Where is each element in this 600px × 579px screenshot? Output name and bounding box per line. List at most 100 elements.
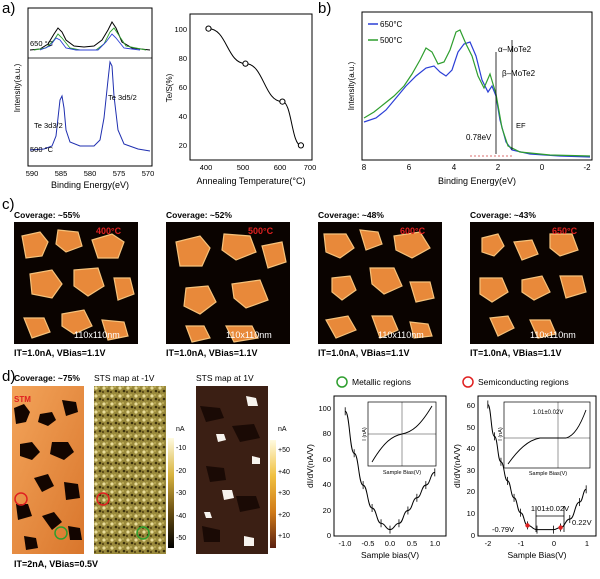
semi-chart: Semiconducting regions 1.01±0.02V -0.79V… bbox=[452, 376, 597, 560]
semi-xtick-m1: -1 bbox=[518, 539, 525, 548]
d-sts-minus-image bbox=[94, 386, 166, 554]
c-scale-3: 110x110nm bbox=[530, 330, 576, 340]
ups-xtick-0: 0 bbox=[540, 163, 545, 172]
ratio-ylabel: Te/S(%) bbox=[165, 73, 174, 102]
metal-xtick-4: 1.0 bbox=[430, 539, 440, 548]
d-cbar-plus bbox=[270, 440, 276, 548]
semi-inset-ylabel: I (nA) bbox=[498, 427, 504, 441]
d-cbar-minus-ticks: -10 -20 -30 -40 -50 bbox=[176, 438, 186, 551]
metal-legend: Metallic regions bbox=[352, 377, 411, 387]
d-cbar-minus-3: -40 bbox=[176, 512, 187, 520]
ratio-ytick-20: 20 bbox=[179, 141, 187, 150]
ups-xlabel: Binding Energy(eV) bbox=[438, 176, 516, 186]
d-stm-holes bbox=[14, 400, 82, 550]
semi-ytick-60: 60 bbox=[467, 401, 475, 410]
ups-chart: 8 6 4 2 0 -2 Binding Energy(eV) Intensit… bbox=[347, 11, 593, 186]
xps-temp-650: 650 °C bbox=[30, 39, 54, 48]
semi-xlabel: Sample Bias(V) bbox=[507, 550, 566, 560]
c-coverage-2: Coverage: ~48% bbox=[318, 210, 384, 220]
xps-tick-0: 590 bbox=[26, 169, 39, 178]
c-caption-0: IT=1.0nA, VBias=1.1V bbox=[14, 348, 106, 358]
d-cbar-plus-3: +20 bbox=[278, 511, 290, 519]
d-cbar-minus-unit: nA bbox=[176, 426, 185, 433]
c-stm-image-0 bbox=[14, 222, 138, 344]
c-stm-svg-0 bbox=[21, 229, 135, 341]
c-temp-3: 650°C bbox=[552, 226, 578, 236]
semi-xtick-1: 1 bbox=[585, 539, 589, 548]
metal-xtick-0: -1.0 bbox=[339, 539, 352, 548]
c-coverage-0: Coverage: ~55% bbox=[14, 210, 80, 220]
metal-xtick-3: 0.5 bbox=[407, 539, 417, 548]
semi-ylabel: dI/dV(nA/V) bbox=[452, 444, 462, 488]
c-temp-1: 500°C bbox=[248, 226, 274, 236]
xps-frame bbox=[27, 7, 153, 167]
metal-inset-curve bbox=[371, 405, 433, 463]
metal-inset-xlabel: Sample Bias(V) bbox=[383, 470, 421, 476]
ups-beta-label: β–MoTe2 bbox=[502, 69, 536, 78]
d-cbar-minus-2: -30 bbox=[176, 490, 187, 497]
metal-xtick-2: 0.0 bbox=[385, 539, 395, 548]
semi-ytick-40: 40 bbox=[467, 444, 475, 453]
ups-x-ticks: 8 6 4 2 0 -2 bbox=[362, 163, 591, 172]
metal-ytick-40: 40 bbox=[323, 480, 331, 489]
ratio-x-ticks: 400 500 600 700 bbox=[200, 163, 317, 172]
ratio-point-2 bbox=[279, 98, 286, 105]
ratio-point-3 bbox=[297, 142, 305, 149]
d-stm-label: STM bbox=[14, 395, 31, 404]
semi-y-ticks: 0 10 20 30 40 50 60 bbox=[467, 401, 475, 540]
ratio-ytick-40: 40 bbox=[179, 112, 187, 121]
c-islands-1 bbox=[175, 233, 287, 343]
c-scale-1: 110x110nm bbox=[226, 330, 272, 340]
ups-legend-650: 650°C bbox=[380, 20, 403, 29]
d-cbar-plus-1: +40 bbox=[278, 468, 290, 476]
ups-gap-label: 0.78eV bbox=[466, 133, 492, 142]
xps-tick-1: 585 bbox=[55, 169, 68, 178]
c-stm-svg-3 bbox=[479, 233, 587, 339]
d-sts-minus-svg bbox=[94, 386, 166, 554]
d-cbar-plus-0: +50 bbox=[278, 447, 290, 454]
semi-legend-icon bbox=[462, 376, 474, 388]
ratio-xtick-400: 400 bbox=[200, 163, 213, 172]
metal-ylabel: dI/dV(nA/V) bbox=[305, 444, 315, 488]
metal-y-ticks: 0 20 40 60 80 100 bbox=[318, 404, 331, 540]
ups-xtick-6: 6 bbox=[407, 163, 412, 172]
c-coverage-3: Coverage: ~43% bbox=[470, 210, 536, 220]
panel-label-a: a) bbox=[2, 0, 16, 17]
panel-label-d: d) bbox=[2, 368, 16, 385]
xps-chart: 590 585 580 575 570 Binding Energy(eV) I… bbox=[13, 7, 155, 190]
ratio-frame bbox=[189, 13, 313, 161]
semi-x-ticks: -2 -1 0 1 bbox=[485, 539, 589, 548]
metal-ytick-100: 100 bbox=[318, 404, 331, 413]
semi-legend: Semiconducting regions bbox=[478, 377, 569, 387]
c-stm-svg-2 bbox=[323, 229, 435, 339]
metal-ytick-0: 0 bbox=[327, 531, 331, 540]
ratio-xtick-500: 500 bbox=[237, 163, 250, 172]
metal-ytick-60: 60 bbox=[323, 455, 331, 464]
panel-label-b: b) bbox=[318, 0, 332, 17]
semi-inset-gap: 1.01±0.02V bbox=[533, 410, 564, 416]
semi-gap-label: 1.01±0.02V bbox=[531, 504, 569, 513]
d-stm-markers bbox=[14, 492, 68, 540]
metal-x-ticks: -1.0 -0.5 0.0 0.5 1.0 bbox=[339, 539, 441, 548]
c-stm-image-2 bbox=[318, 222, 442, 344]
metal-errorbars bbox=[344, 407, 436, 534]
semi-ytick-50: 50 bbox=[467, 423, 475, 432]
ratio-curve bbox=[208, 28, 302, 146]
c-caption-1: IT=1.0nA, VBias=1.1V bbox=[166, 348, 258, 358]
ratio-y-ticks: 20 40 60 80 100 bbox=[174, 25, 187, 150]
xps-peak-te52: Te 3d5/2 bbox=[108, 93, 137, 102]
xps-tick-4: 570 bbox=[142, 169, 155, 178]
c-coverage-1: Coverage: ~52% bbox=[166, 210, 232, 220]
d-cbar-minus-4: -50 bbox=[176, 535, 187, 542]
c-caption-2: IT=1.0nA, VBias=1.1V bbox=[318, 348, 410, 358]
semi-inset-curve bbox=[507, 409, 587, 465]
d-cbar-minus-0: -10 bbox=[176, 445, 187, 452]
xps-ylabel: Intensity(a.u.) bbox=[13, 63, 22, 112]
d-sts-plus-title: STS map at 1V bbox=[196, 373, 254, 383]
ups-xtick-m2: -2 bbox=[583, 163, 591, 172]
d-cbar-plus-ticks: +50 +40 +30 +20 +10 bbox=[278, 440, 290, 548]
d-coverage: Coverage: ~75% bbox=[14, 373, 80, 383]
semi-inset-xlabel: Sample Bias(V) bbox=[529, 471, 567, 477]
semi-ytick-20: 20 bbox=[467, 487, 475, 496]
d-cbar-plus-2: +30 bbox=[278, 490, 290, 497]
